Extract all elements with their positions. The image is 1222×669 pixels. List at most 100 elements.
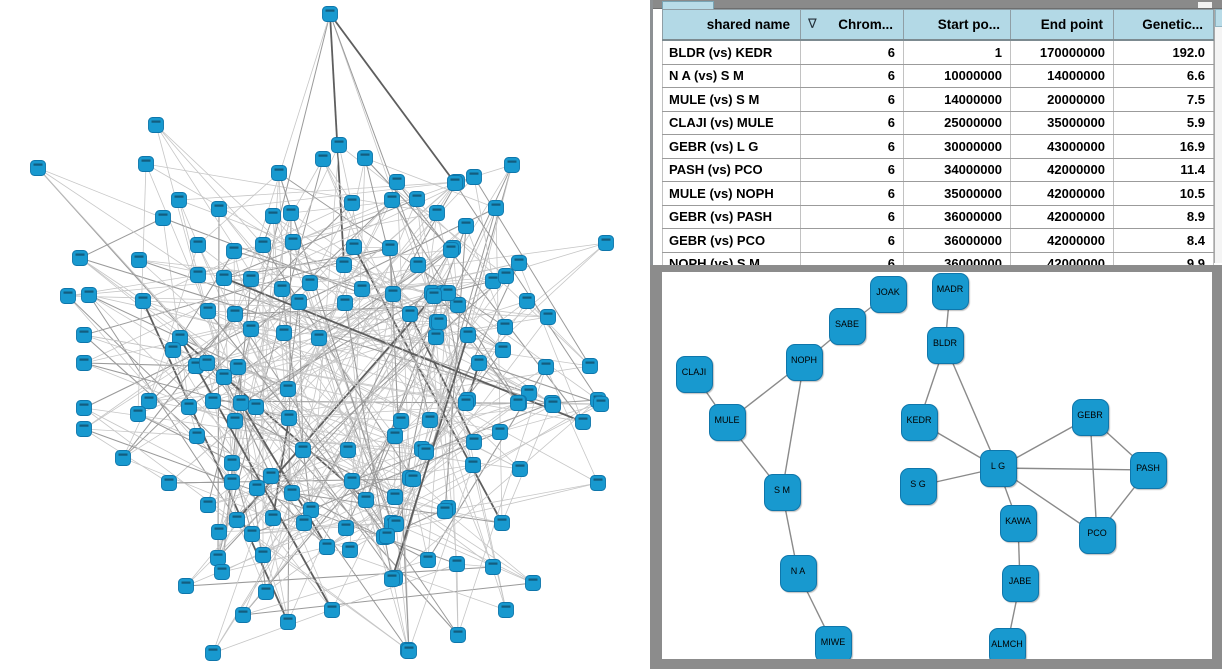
- network-node[interactable]: [495, 342, 511, 358]
- network-node[interactable]: [387, 428, 403, 444]
- network-node-sabe[interactable]: SABE: [828, 307, 866, 345]
- network-node[interactable]: [426, 288, 442, 304]
- network-node[interactable]: [497, 319, 513, 335]
- network-node[interactable]: [336, 257, 352, 273]
- network-node[interactable]: [405, 471, 421, 487]
- network-node[interactable]: [214, 564, 230, 580]
- network-node[interactable]: [211, 201, 227, 217]
- network-node[interactable]: [384, 571, 400, 587]
- network-node[interactable]: [210, 550, 226, 566]
- network-node[interactable]: [338, 520, 354, 536]
- table-row[interactable]: NOPH (vs) S M 6 36000000 42000000 9.9: [662, 252, 1214, 265]
- network-node[interactable]: [340, 442, 356, 458]
- table-row[interactable]: BLDR (vs) KEDR 6 1 170000000 192.0: [662, 40, 1214, 65]
- network-node[interactable]: [211, 524, 227, 540]
- network-node[interactable]: [384, 192, 400, 208]
- network-node[interactable]: [450, 627, 466, 643]
- network-node[interactable]: [511, 255, 527, 271]
- table-row[interactable]: GEBR (vs) PASH 6 36000000 42000000 8.9: [662, 205, 1214, 229]
- network-node[interactable]: [458, 218, 474, 234]
- scrollbar-button[interactable]: [1215, 9, 1222, 27]
- network-node[interactable]: [460, 327, 476, 343]
- network-node[interactable]: [229, 512, 245, 528]
- network-node[interactable]: [387, 489, 403, 505]
- network-edge[interactable]: [997, 467, 1149, 471]
- network-node[interactable]: [498, 602, 514, 618]
- network-node[interactable]: [582, 358, 598, 374]
- column-header-0[interactable]: shared name: [662, 9, 801, 41]
- network-node[interactable]: [498, 268, 514, 284]
- table-row[interactable]: N A (vs) S M 6 10000000 14000000 6.6: [662, 64, 1214, 88]
- panel-tab-fragment[interactable]: [662, 1, 714, 9]
- network-node[interactable]: [227, 306, 243, 322]
- network-node[interactable]: [255, 547, 271, 563]
- network-node[interactable]: [324, 602, 340, 618]
- network-node[interactable]: [230, 359, 246, 375]
- network-node[interactable]: [322, 6, 338, 22]
- network-node[interactable]: [295, 442, 311, 458]
- network-node[interactable]: [331, 137, 347, 153]
- network-node[interactable]: [283, 205, 299, 221]
- network-node[interactable]: [181, 399, 197, 415]
- network-node[interactable]: [401, 643, 417, 659]
- network-node[interactable]: [593, 396, 609, 412]
- table-row[interactable]: MULE (vs) S M 6 14000000 20000000 7.5: [662, 87, 1214, 112]
- filter-icon[interactable]: ∇: [808, 16, 817, 31]
- table-row[interactable]: GEBR (vs) L G 6 30000000 43000000 16.9: [662, 134, 1214, 159]
- network-node[interactable]: [342, 542, 358, 558]
- network-node[interactable]: [458, 395, 474, 411]
- network-node[interactable]: [296, 515, 312, 531]
- network-node[interactable]: [357, 150, 373, 166]
- network-node[interactable]: [418, 444, 434, 460]
- vertical-scrollbar[interactable]: [1214, 9, 1222, 263]
- network-node[interactable]: [200, 497, 216, 513]
- network-node[interactable]: [280, 381, 296, 397]
- network-node[interactable]: [388, 516, 404, 532]
- network-node[interactable]: [76, 400, 92, 416]
- network-node[interactable]: [291, 294, 307, 310]
- table-row[interactable]: GEBR (vs) PCO 6 36000000 42000000 8.4: [662, 228, 1214, 253]
- network-node[interactable]: [81, 287, 97, 303]
- network-node-l-g[interactable]: L G: [979, 449, 1017, 487]
- network-node[interactable]: [255, 237, 271, 253]
- network-node[interactable]: [280, 614, 296, 630]
- network-node-bldr[interactable]: BLDR: [926, 326, 964, 364]
- network-node[interactable]: [76, 327, 92, 343]
- network-node[interactable]: [60, 288, 76, 304]
- network-node[interactable]: [344, 195, 360, 211]
- column-header-2[interactable]: Start po...: [903, 9, 1011, 41]
- network-node[interactable]: [346, 239, 362, 255]
- network-node[interactable]: [447, 175, 463, 191]
- network-node[interactable]: [525, 575, 541, 591]
- network-node[interactable]: [385, 286, 401, 302]
- network-node[interactable]: [216, 369, 232, 385]
- network-node[interactable]: [274, 281, 290, 297]
- network-node[interactable]: [190, 267, 206, 283]
- network-node[interactable]: [224, 455, 240, 471]
- network-node[interactable]: [271, 165, 287, 181]
- network-node[interactable]: [76, 355, 92, 371]
- network-node[interactable]: [135, 293, 151, 309]
- network-node[interactable]: [190, 237, 206, 253]
- table-row[interactable]: PASH (vs) PCO 6 34000000 42000000 11.4: [662, 158, 1214, 182]
- network-node[interactable]: [72, 250, 88, 266]
- network-node[interactable]: [504, 157, 520, 173]
- network-node[interactable]: [265, 208, 281, 224]
- network-node-kedr[interactable]: KEDR: [900, 403, 938, 441]
- overview-network-canvas[interactable]: [0, 0, 650, 669]
- network-node[interactable]: [216, 270, 232, 286]
- network-node-jabe[interactable]: JABE: [1001, 564, 1039, 602]
- table-row[interactable]: MULE (vs) NOPH 6 35000000 42000000 10.5: [662, 181, 1214, 206]
- network-node[interactable]: [276, 325, 292, 341]
- network-node[interactable]: [315, 151, 331, 167]
- network-node[interactable]: [337, 295, 353, 311]
- network-node[interactable]: [420, 552, 436, 568]
- network-node-almch[interactable]: ALMCH: [988, 627, 1026, 659]
- network-edge[interactable]: [781, 361, 805, 493]
- network-node[interactable]: [379, 528, 395, 544]
- network-node[interactable]: [410, 257, 426, 273]
- network-node[interactable]: [243, 271, 259, 287]
- network-node[interactable]: [512, 461, 528, 477]
- network-node-miwe[interactable]: MIWE: [814, 625, 852, 659]
- network-node[interactable]: [227, 413, 243, 429]
